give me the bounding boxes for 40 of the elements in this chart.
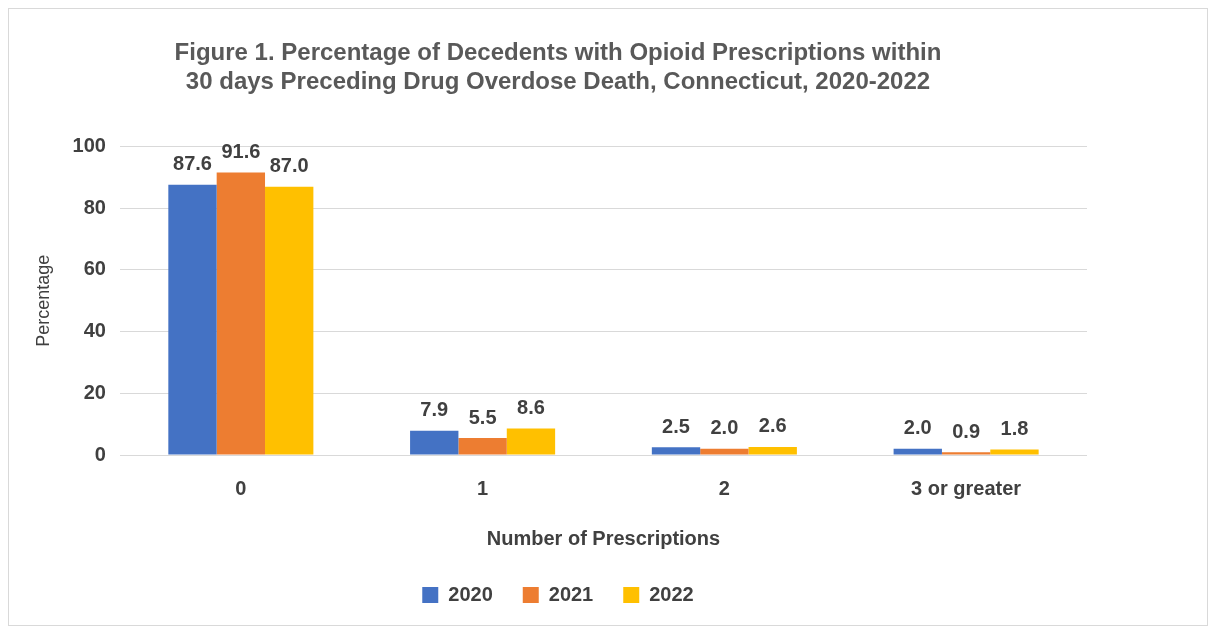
data-label: 87.0 — [269, 154, 309, 177]
bar — [651, 447, 701, 455]
y-tick-label: 100 — [72, 134, 106, 157]
data-label: 5.5 — [468, 405, 497, 428]
bar — [700, 448, 749, 455]
bar — [168, 184, 217, 455]
data-label: 1.8 — [1000, 416, 1029, 439]
bar — [941, 452, 991, 455]
bar — [893, 448, 942, 455]
x-tick-label: 2 — [718, 476, 730, 499]
x-tick-label: 0 — [235, 476, 247, 499]
legend-label: 2020 — [448, 582, 493, 605]
y-axis-title: Percentage — [32, 254, 53, 347]
bar — [410, 430, 459, 455]
bar — [748, 446, 797, 455]
bar — [990, 449, 1039, 455]
bar — [458, 438, 507, 455]
y-tick-label: 80 — [83, 195, 106, 218]
chart-title: Figure 1. Percentage of Decedents with Opioid Prescriptions within 30 days Preceding Drug Overdose Death, Connecticut, 2020-2022 — [174, 38, 942, 94]
legend-label: 2021 — [548, 582, 594, 605]
y-tick-label: 40 — [83, 319, 106, 342]
x-axis-title: Number of Prescriptions — [486, 526, 721, 549]
y-tick-label: 20 — [83, 380, 106, 403]
legend-label: 2022 — [649, 582, 694, 605]
data-label: 2.0 — [710, 416, 739, 439]
y-tick-label: 60 — [83, 257, 106, 280]
data-label: 8.6 — [517, 395, 545, 418]
data-label: 0.9 — [952, 419, 981, 442]
data-label: 7.9 — [420, 398, 449, 421]
data-label: 2.5 — [662, 414, 690, 437]
data-label: 2.6 — [758, 414, 787, 437]
y-tick-label: 0 — [94, 442, 106, 465]
data-label: 87.6 — [173, 152, 212, 175]
data-label: 91.6 — [221, 140, 261, 163]
bar — [216, 172, 266, 455]
data-label: 2.0 — [903, 416, 932, 439]
x-tick-label: 3 or greater — [911, 476, 1022, 499]
bar — [265, 186, 314, 455]
bar — [506, 428, 556, 455]
x-tick-label: 1 — [477, 476, 489, 499]
